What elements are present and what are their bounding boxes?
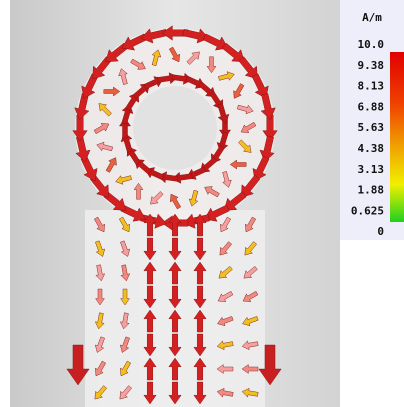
legend-label: 9.38 — [358, 59, 385, 72]
legend-label: 0.625 — [351, 204, 384, 217]
color-bar — [390, 52, 404, 222]
legend-label: 4.38 — [358, 142, 385, 155]
legend-label: 5.63 — [358, 121, 385, 134]
viewport: A/m 10.0 9.38 8.13 6.88 5.63 4.38 3.13 1.88 0.62… — [0, 0, 404, 407]
legend-label: 1.88 — [358, 184, 385, 197]
screenshot: A/m 10.0 9.38 8.13 6.88 5.63 4.38 3.13 1.88 0.62… — [0, 0, 404, 407]
legend-unit: A/m — [362, 11, 382, 24]
legend-label: 3.13 — [358, 163, 385, 176]
legend-label: 6.88 — [358, 100, 385, 113]
ring-hole — [133, 86, 217, 170]
legend-label: 8.13 — [358, 80, 385, 93]
legend-label: 0 — [377, 225, 384, 238]
legend-label: 10.0 — [358, 38, 385, 51]
